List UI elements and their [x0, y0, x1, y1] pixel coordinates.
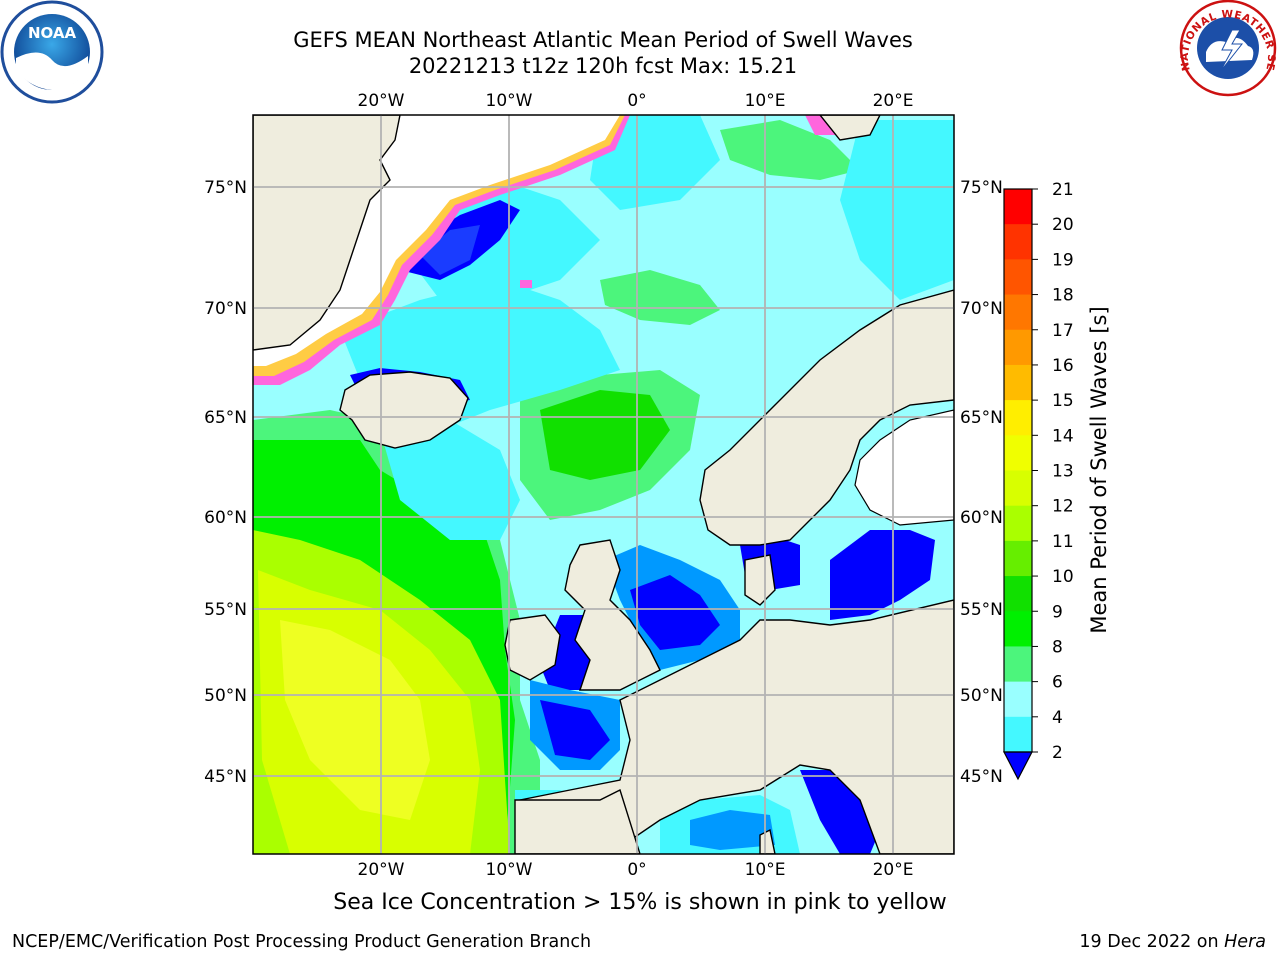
lon-label-top-20e: 20°E	[873, 91, 914, 111]
colorbar-segment	[1004, 329, 1032, 366]
lon-label-top-10w: 10°W	[486, 91, 533, 111]
colorbar-segment	[1004, 470, 1032, 507]
colorbar-segment	[1004, 435, 1032, 471]
colorbar-tick-label: 17	[1052, 321, 1074, 341]
lon-label-top-0: 0°	[627, 91, 646, 111]
colorbar-tick-label: 4	[1052, 708, 1063, 728]
colorbar-segment	[1004, 611, 1032, 647]
lat-label-right-65n: 65°N	[960, 408, 1003, 428]
colorbar-tick-label: 11	[1052, 532, 1074, 552]
colorbar-segment	[1004, 400, 1032, 436]
nws-logo-ring-textpath: NATIONAL WEATHER SERVICE	[0, 0, 1276, 72]
colorbar-extension	[1003, 751, 1033, 781]
colorbar-segment	[1004, 294, 1032, 331]
lat-label-left-70n: 70°N	[204, 299, 247, 319]
colorbar-segment	[1004, 364, 1032, 401]
lat-label-right-70n: 70°N	[960, 299, 1003, 319]
noaa-logo-text: NOAA	[28, 24, 77, 42]
map-title: GEFS MEAN Northeast Atlantic Mean Period…	[293, 28, 913, 52]
lon-label-bottom-10e: 10°E	[745, 860, 786, 880]
land-masses	[253, 115, 954, 854]
lon-label-bottom-0: 0°	[627, 860, 646, 880]
colorbar-tick-label: 12	[1052, 497, 1074, 517]
lat-label-right-75n: 75°N	[960, 178, 1003, 198]
lon-label-bottom-20w: 20°W	[358, 860, 405, 880]
colorbar-tick-label: 2	[1052, 743, 1063, 763]
footer-credit: NCEP/EMC/Verification Post Processing Pr…	[12, 932, 592, 952]
colorbar-tick-label: 10	[1052, 567, 1074, 587]
colorbar-label: Mean Period of Swell Waves [s]	[1087, 306, 1111, 633]
lat-label-left-50n: 50°N	[204, 686, 247, 706]
footer-date: 19 Dec 2022 on Hera	[1079, 932, 1266, 952]
nws-logo-ring-text: NATIONAL WEATHER SERVICE	[0, 0, 1277, 72]
colorbar-segment	[1004, 224, 1032, 260]
lat-label-right-60n: 60°N	[960, 508, 1003, 528]
lon-label-top-20w: 20°W	[358, 91, 405, 111]
lat-label-right-50n: 50°N	[960, 686, 1003, 706]
colorbar-segment	[1004, 540, 1032, 577]
map-frame	[252, 114, 955, 855]
lat-label-left-60n: 60°N	[204, 508, 247, 528]
footer-host: Hera	[1224, 932, 1266, 952]
lon-label-bottom-20e: 20°E	[873, 860, 914, 880]
colorbar-segment	[1004, 576, 1032, 612]
graticule	[253, 115, 954, 854]
colorbar-tick-label: 16	[1052, 356, 1074, 376]
colorbar-tick-label: 13	[1052, 462, 1074, 482]
lon-label-bottom-10w: 10°W	[486, 860, 533, 880]
lat-label-left-65n: 65°N	[204, 408, 247, 428]
colorbar-segment	[1004, 259, 1032, 296]
colorbar-tick-label: 14	[1052, 426, 1074, 446]
colorbar: 21 20 19 18 17 16 15 14 13 12 11 10 9 8 6 4 2	[1003, 180, 1074, 781]
colorbar-segment	[1004, 681, 1032, 718]
colorbar-segment	[1004, 189, 1032, 225]
lat-label-left-75n: 75°N	[204, 178, 247, 198]
nws-logo: NATIONAL WEATHER SERVICE	[0, 0, 1277, 97]
colorbar-tick-label: 21	[1052, 180, 1074, 200]
colorbar-segment	[1004, 716, 1032, 753]
colorbar-tick-label: 8	[1052, 637, 1063, 657]
lon-label-top-10e: 10°E	[745, 91, 786, 111]
colorbar-segment	[1004, 505, 1032, 542]
sea-ice-caption: Sea Ice Concentration > 15% is shown in …	[333, 890, 947, 915]
lat-label-left-45n: 45°N	[204, 767, 247, 787]
noaa-logo: NOAA	[0, 0, 104, 104]
map-subtitle: 20221213 t12z 120h fcst Max: 15.21	[408, 54, 798, 78]
colorbar-tick-label: 15	[1052, 391, 1074, 411]
colorbar-tick-label: 20	[1052, 215, 1074, 235]
footer-date-text: 19 Dec 2022 on	[1079, 932, 1225, 952]
colorbar-segment	[1004, 646, 1032, 683]
wave-period-field	[253, 115, 954, 854]
lat-label-left-55n: 55°N	[204, 600, 247, 620]
colorbar-tick-label: 18	[1052, 286, 1074, 306]
lat-label-right-45n: 45°N	[960, 767, 1003, 787]
lat-label-right-55n: 55°N	[960, 600, 1003, 620]
colorbar-tick-label: 19	[1052, 250, 1074, 270]
colorbar-tick-label: 6	[1052, 673, 1063, 693]
colorbar-tick-label: 9	[1052, 602, 1063, 622]
